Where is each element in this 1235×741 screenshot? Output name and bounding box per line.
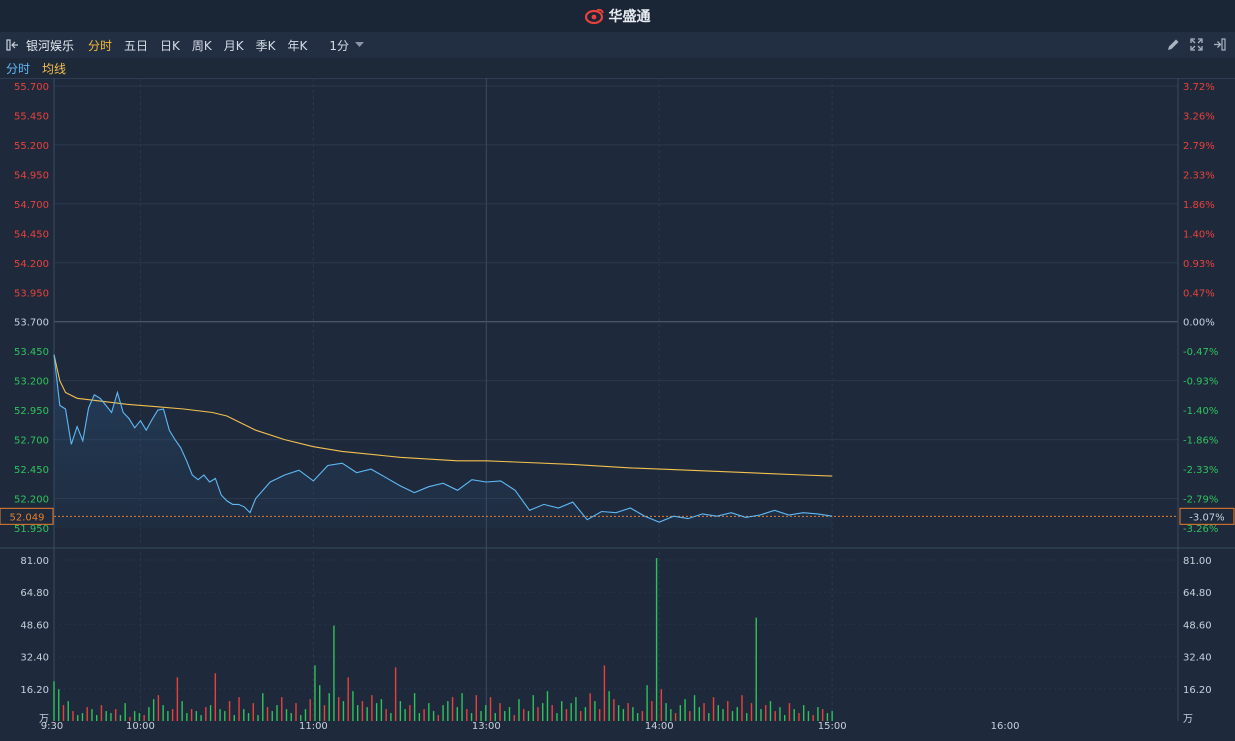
brand: 华盛通 (584, 6, 651, 26)
percent-axis-label: 0.00% (1183, 318, 1215, 329)
collapse-sidebar-icon[interactable] (6, 38, 20, 52)
price-axis-label: 54.950 (14, 170, 49, 181)
volume-axis-label: 81.00 (20, 556, 49, 567)
volume-axis-label: 32.40 (1183, 653, 1212, 664)
time-axis-label: 15:00 (818, 721, 847, 732)
volume-axis-label: 48.60 (20, 620, 49, 631)
tab-weekly-k[interactable]: 周K (191, 38, 212, 53)
percent-axis-label: 3.72% (1183, 82, 1215, 93)
percent-axis-label: 0.47% (1183, 288, 1215, 299)
price-axis-label: 55.200 (14, 141, 49, 152)
stock-name: 银河娱乐 (26, 38, 75, 53)
volume-axis-label: 64.80 (20, 588, 49, 599)
price-axis-label: 52.450 (14, 465, 49, 476)
volume-unit-label: 万 (1183, 714, 1193, 725)
time-axis-label: 14:00 (645, 721, 674, 732)
tab-five-day[interactable]: 五日 (124, 38, 149, 53)
last-percent-label: -3.07% (1189, 512, 1224, 523)
intraday-chart[interactable]: 55.700 3.72% 55.450 3.26% 55.200 2.79% 54.950 2… (0, 78, 1235, 741)
fullscreen-icon[interactable] (1189, 37, 1204, 52)
price-area-fill (54, 354, 833, 528)
percent-axis-label: 3.26% (1183, 111, 1215, 122)
price-axis-label: 55.450 (14, 111, 49, 122)
price-axis-label: 53.950 (14, 288, 49, 299)
brand-logo-icon (584, 8, 604, 24)
volume-axis-label: 16.20 (1183, 685, 1212, 696)
last-percent-box (1179, 507, 1235, 525)
time-axis-label: 10:00 (126, 721, 155, 732)
percent-axis-label: -3.26% (1183, 524, 1218, 535)
toolbar: 银河娱乐 分时 五日 日K 周K 月K 季K 年K 1分 (0, 32, 1235, 58)
price-axis-label: 53.700 (14, 318, 49, 329)
price-axis-label: 55.700 (14, 82, 49, 93)
volume-axis-label: 48.60 (1183, 620, 1212, 631)
volume-unit-label: 万 (39, 714, 49, 725)
price-axis-label: 53.450 (14, 347, 49, 358)
percent-axis-label: -1.86% (1183, 436, 1218, 447)
price-axis-label: 51.950 (14, 524, 49, 535)
price-axis-label: 54.200 (14, 259, 49, 270)
price-axis-label: 54.700 (14, 200, 49, 211)
legend-average-line: 均线 (42, 61, 67, 76)
collapse-panel-icon[interactable] (1212, 37, 1227, 52)
tab-monthly-k[interactable]: 月K (223, 38, 244, 53)
volume-axis-label: 64.80 (1183, 588, 1212, 599)
percent-axis-label: -1.40% (1183, 406, 1218, 417)
volume-axis-label: 32.40 (20, 653, 49, 664)
time-axis-label: 13:00 (472, 721, 501, 732)
price-line (53, 354, 833, 523)
time-axis-label: 11:00 (299, 721, 328, 732)
brand-name: 华盛通 (608, 9, 651, 25)
price-axis-label: 52.950 (14, 406, 49, 417)
chart-legend: 分时 均线 (0, 58, 1235, 79)
percent-axis-label: 1.86% (1183, 200, 1215, 211)
price-axis-label: 52.200 (14, 495, 49, 506)
time-axis-label: 9:30 (41, 721, 63, 732)
legend-price-line: 分时 (6, 61, 31, 76)
percent-axis-label: -0.47% (1183, 347, 1218, 358)
last-price-box (0, 507, 54, 525)
last-price-label: 52.049 (10, 512, 45, 523)
tab-quarterly-k[interactable]: 季K (255, 38, 276, 53)
price-axis-label: 52.700 (14, 436, 49, 447)
pencil-icon[interactable] (1166, 37, 1181, 52)
percent-axis-label: 0.93% (1183, 259, 1215, 270)
tool-icons (1166, 37, 1227, 52)
time-axis-label: 16:00 (991, 721, 1020, 732)
tab-intraday[interactable]: 分时 (88, 38, 113, 53)
percent-axis-label: 2.79% (1183, 141, 1215, 152)
percent-axis-label: -2.79% (1183, 495, 1218, 506)
volume-axis-label: 16.20 (20, 685, 49, 696)
interval-dropdown[interactable]: 1分 (329, 37, 365, 54)
interval-label: 1分 (329, 38, 350, 53)
chevron-down-icon (355, 42, 365, 47)
percent-axis-label: -0.93% (1183, 377, 1218, 388)
percent-axis-label: 1.40% (1183, 229, 1215, 240)
price-axis-label: 53.200 (14, 377, 49, 388)
top-bar: 华盛通 (0, 0, 1235, 33)
volume-axis-label: 81.00 (1183, 556, 1212, 567)
price-axis-label: 54.450 (14, 229, 49, 240)
percent-axis-label: 2.33% (1183, 170, 1215, 181)
percent-axis-label: -2.33% (1183, 465, 1218, 476)
tab-yearly-k[interactable]: 年K (287, 38, 308, 53)
tab-daily-k[interactable]: 日K (160, 38, 180, 53)
